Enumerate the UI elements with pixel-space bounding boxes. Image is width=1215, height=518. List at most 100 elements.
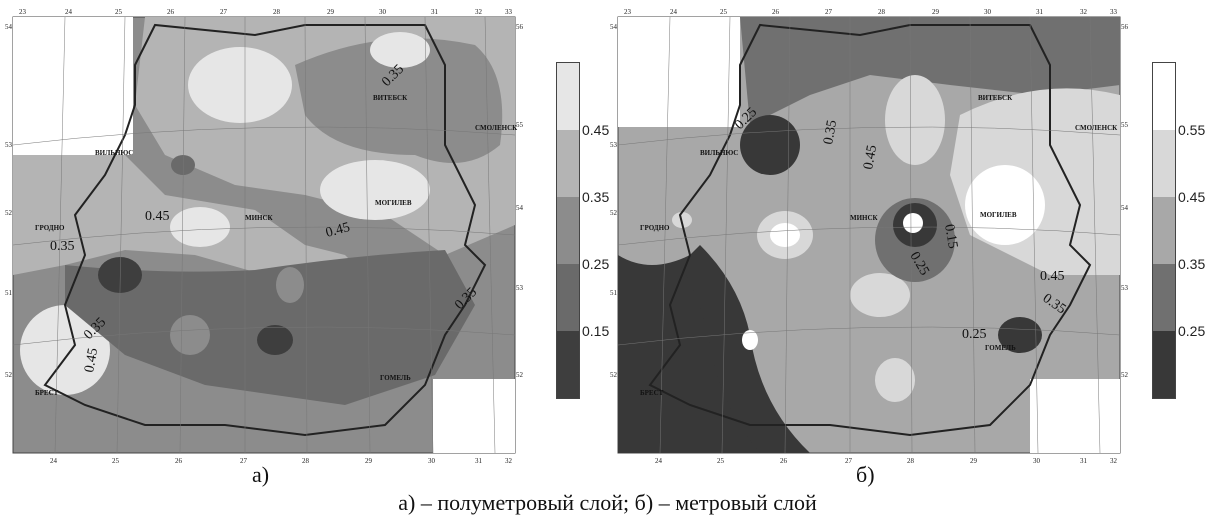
map-b-top-tick: 28 <box>878 8 886 16</box>
map-b-bottom-tick: 30 <box>1033 457 1041 465</box>
legend-b <box>1152 62 1176 399</box>
map-a-city-label: ВИТЕБСК <box>373 94 408 102</box>
map-a-top-tick: 33 <box>505 8 513 16</box>
map-b-bottom-tick: 31 <box>1080 457 1088 465</box>
map-b-top-tick: 31 <box>1036 8 1044 16</box>
legend-a-band <box>557 197 579 264</box>
map-b-top-tick: 29 <box>932 8 940 16</box>
map-a-patch-1 <box>188 47 292 123</box>
map-a-patch-6 <box>170 207 230 247</box>
map-a-patch-10 <box>276 267 304 303</box>
map-a-bottom-tick: 29 <box>365 457 373 465</box>
map-a-bottom-tick: 27 <box>240 457 248 465</box>
map-a-top-tick: 27 <box>220 8 228 16</box>
map-b-right-tick: 55 <box>1121 121 1129 129</box>
map-b-contour-label: 0.45 <box>861 144 880 171</box>
legend-b-tick: 0.25 <box>1178 323 1206 339</box>
map-b-city-label: ВИЛЬНЮС <box>700 149 738 157</box>
map-a-bottom-tick: 28 <box>302 457 310 465</box>
map-b-contour-label: 0.25 <box>962 327 987 342</box>
map-a-top-tick: 23 <box>19 8 27 16</box>
map-b-contour-label: 0.35 <box>821 119 840 146</box>
map-b-blank-se <box>1030 379 1120 453</box>
map-a-bottom-tick: 32 <box>505 457 513 465</box>
map-a: 23 24 25 26 27 28 29 30 31 32 33 24 25 2… <box>5 8 524 465</box>
map-b-patch-7 <box>850 273 910 317</box>
map-a-patch-8 <box>171 155 195 175</box>
map-a-patch-5 <box>20 305 110 395</box>
map-b-bottom-tick: 28 <box>907 457 915 465</box>
map-b-top-tick: 24 <box>670 8 678 16</box>
map-b-city-label: МОГИЛЕВ <box>980 211 1017 219</box>
map-a-city-label: МИНСК <box>245 214 274 222</box>
map-b-left-tick: 51 <box>610 289 618 297</box>
map-a-bottom-tick: 24 <box>50 457 58 465</box>
legend-a <box>556 62 580 399</box>
map-a-right-tick: 53 <box>516 284 524 292</box>
legend-b-tick: 0.35 <box>1178 256 1206 272</box>
map-a-bottom-tick: 30 <box>428 457 436 465</box>
map-b-patch-5 <box>770 223 800 247</box>
legend-a-band <box>557 264 579 331</box>
map-b-top-tick: 25 <box>720 8 728 16</box>
map-b-bottom-tick: 24 <box>655 457 663 465</box>
map-a-top-tick: 31 <box>431 8 439 16</box>
map-a-city-label: МОГИЛЕВ <box>375 199 412 207</box>
map-a-contour-label: 0.45 <box>82 347 101 374</box>
map-b-zone-river <box>680 245 810 453</box>
map-a-patch-11 <box>170 315 210 355</box>
map-b-right-tick: 56 <box>1121 23 1129 31</box>
map-a-patch-7 <box>98 257 142 293</box>
map-b-patch-11 <box>903 213 923 233</box>
map-b-left-tick: 52 <box>610 209 618 217</box>
map-a-right-tick: 56 <box>516 23 524 31</box>
panel-label-b: б) <box>856 462 875 487</box>
map-b-city-label: СМОЛЕНСК <box>1075 124 1118 132</box>
legend-b-band <box>1153 63 1175 130</box>
map-a-right-tick: 52 <box>516 371 524 379</box>
map-b-city-label: МИНСК <box>850 214 879 222</box>
map-b-contour-label: 0.15 <box>941 223 960 250</box>
map-b-zone-north <box>740 17 1120 125</box>
legend-b-band <box>1153 331 1175 398</box>
map-a-right-tick: 55 <box>516 121 524 129</box>
map-b-top-tick: 30 <box>984 8 992 16</box>
map-b-patch-8 <box>875 358 915 402</box>
map-b-city-label: ГРОДНО <box>640 224 670 232</box>
map-a-top-tick: 29 <box>327 8 335 16</box>
map-a-left-tick: 51 <box>5 289 13 297</box>
map-a-top-tick: 24 <box>65 8 73 16</box>
map-b-top-tick: 27 <box>825 8 833 16</box>
map-b-patch-1 <box>740 115 800 175</box>
map-a-top-tick: 30 <box>379 8 387 16</box>
legend-a-tick: 0.35 <box>582 189 610 205</box>
map-b-city-label: ГОМЕЛЬ <box>985 344 1016 352</box>
legend-a-band <box>557 331 579 398</box>
map-b-border <box>648 23 1092 437</box>
map-b-city-label: ВИТЕБСК <box>978 94 1013 102</box>
figure-caption: а) – полуметровый слой; б) – метровый сл… <box>398 490 817 515</box>
map-a-top-tick: 32 <box>475 8 483 16</box>
map-a-left-tick: 53 <box>5 141 13 149</box>
map-b-city-label: БРЕСТ <box>640 389 664 397</box>
map-panel-a: 23 24 25 26 27 28 29 30 31 32 33 24 25 2… <box>0 0 609 488</box>
map-b-patch-2 <box>965 165 1045 245</box>
map-b-bottom-tick: 32 <box>1110 457 1118 465</box>
map-b-top-tick: 33 <box>1110 8 1118 16</box>
map-a-patch-9 <box>257 325 293 355</box>
map-a-city-label: ВИЛЬНЮС <box>95 149 133 157</box>
map-a-top-tick: 26 <box>167 8 175 16</box>
map-b-blank-nw <box>618 17 740 127</box>
map-a-patch-2 <box>370 32 430 68</box>
map-a-border <box>43 23 487 437</box>
map-a-blank-se <box>433 379 515 453</box>
map-b-right-tick: 52 <box>1121 371 1129 379</box>
legend-b-tick: 0.55 <box>1178 122 1206 138</box>
map-b: 23 24 25 26 27 28 29 30 31 32 33 24 25 2… <box>610 8 1129 465</box>
legend-b-tick: 0.45 <box>1178 189 1206 205</box>
map-a-zone-east <box>295 38 503 164</box>
map-a-right-tick: 54 <box>516 204 524 212</box>
panel-label-a: а) <box>252 462 270 487</box>
map-b-patch-12 <box>998 317 1042 353</box>
map-b-right-tick: 54 <box>1121 204 1129 212</box>
